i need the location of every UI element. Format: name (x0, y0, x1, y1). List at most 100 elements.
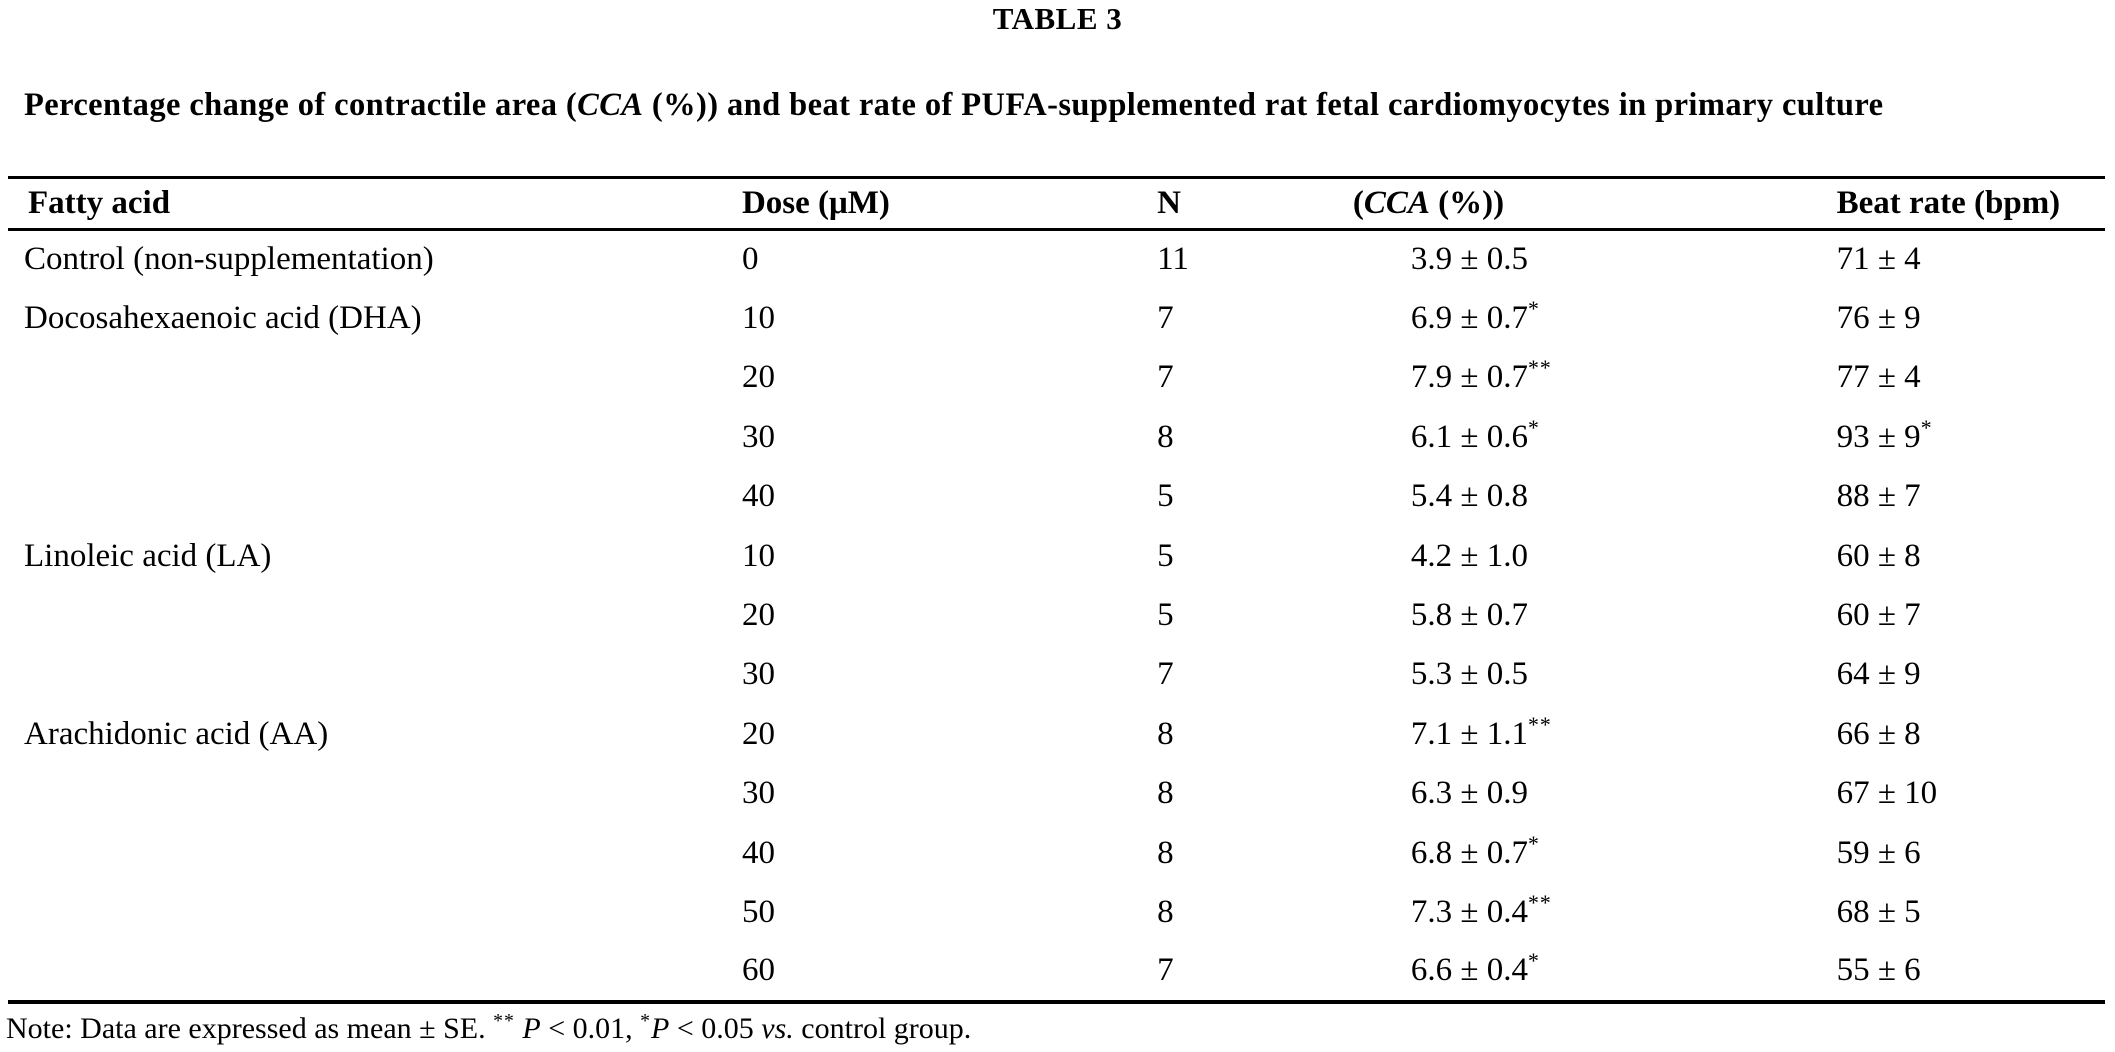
table-row: 30 7 5.3 ± 0.5 64 ± 9 (8, 645, 2105, 704)
beat-rate-value: 60 ± 8 (1836, 537, 1921, 574)
beat-rate-value: 67 ± 10 (1836, 775, 1938, 812)
beat-rate-cell: 66 ± 8 (1837, 705, 2105, 764)
table-row: 40 8 6.8 ± 0.7* 59 ± 6 (8, 823, 2105, 882)
cca-cell: 6.9 ± 0.7* (1411, 289, 1837, 348)
beat-rate-cell: 60 ± 8 (1837, 526, 2105, 585)
cca-value: 6.8 ± 0.7 (1410, 834, 1528, 871)
cca-value: 5.8 ± 0.7 (1410, 597, 1528, 634)
beat-rate-cell: 71 ± 4 (1837, 230, 2105, 289)
header-dose: Dose (μM) (741, 177, 1158, 231)
table-row: 40 5 5.4 ± 0.8 88 ± 7 (8, 467, 2105, 526)
table-row: Linoleic acid (LA) 10 5 4.2 ± 1.0 60 ± 8 (8, 526, 2105, 585)
note-mid1: < 0.01, (540, 1011, 641, 1045)
cca-cell: 6.3 ± 0.9 (1411, 764, 1837, 823)
beat-rate-cell: 77 ± 4 (1837, 348, 2105, 407)
n-cell: 8 (1157, 715, 1174, 752)
dose-cell: 10 (741, 300, 775, 337)
table-header: Fatty acid Dose (μM) N (CCA (%)) Beat ra… (8, 177, 2105, 231)
cca-cell: 6.6 ± 0.4* (1411, 942, 1837, 1001)
results-table: Fatty acid Dose (μM) N (CCA (%)) Beat ra… (8, 176, 2105, 1004)
beat-rate-value: 59 ± 6 (1836, 834, 1921, 871)
beat-rate-value: 68 ± 5 (1836, 893, 1921, 930)
cca-cell: 7.1 ± 1.1** (1411, 705, 1837, 764)
n-cell: 5 (1157, 537, 1174, 574)
n-cell: 5 (1157, 597, 1174, 634)
fatty-acid-cell (8, 883, 742, 942)
fatty-acid-cell: Linoleic acid (LA) (24, 537, 272, 574)
cca-significance-marker: ** (1528, 356, 1552, 381)
fatty-acid-cell (8, 942, 742, 1001)
cca-cell: 4.2 ± 1.0 (1411, 526, 1837, 585)
table-footnote: Note: Data are expressed as mean ± SE. *… (6, 1010, 2115, 1048)
fatty-acid-cell (8, 823, 742, 882)
note-mid2: < 0.05 (669, 1011, 762, 1045)
beat-rate-cell: 64 ± 9 (1837, 645, 2105, 704)
fatty-acid-cell (8, 764, 742, 823)
dose-cell: 50 (741, 893, 775, 930)
beat-rate-cell: 59 ± 6 (1837, 823, 2105, 882)
beat-rate-value: 60 ± 7 (1836, 597, 1921, 634)
beat-rate-cell: 68 ± 5 (1837, 883, 2105, 942)
beat-rate-value: 66 ± 8 (1836, 715, 1921, 752)
header-n: N (1157, 177, 1411, 231)
note-double-asterisk: ** (493, 1009, 515, 1032)
table-row: 30 8 6.1 ± 0.6* 93 ± 9* (8, 408, 2105, 467)
cca-value: 5.4 ± 0.8 (1410, 478, 1528, 515)
beat-rate-value: 64 ± 9 (1836, 656, 1921, 693)
fatty-acid-cell (8, 348, 742, 407)
fatty-acid-cell (8, 408, 742, 467)
n-cell: 7 (1157, 359, 1174, 396)
dose-cell: 0 (741, 241, 759, 278)
beat-rate-cell: 67 ± 10 (1837, 764, 2105, 823)
cca-value: 4.2 ± 1.0 (1410, 537, 1528, 574)
cca-value: 6.9 ± 0.7 (1410, 300, 1528, 337)
dose-cell: 10 (741, 537, 775, 574)
cca-significance-marker: * (1528, 949, 1540, 974)
dose-cell: 60 (741, 952, 775, 989)
beat-rate-value: 77 ± 4 (1836, 359, 1921, 396)
cca-cell: 7.3 ± 0.4** (1411, 883, 1837, 942)
dose-cell: 30 (741, 656, 775, 693)
cca-cell: 6.1 ± 0.6* (1411, 408, 1837, 467)
caption-text-part2: (%)) and beat rate of PUFA-supplemented … (643, 87, 1884, 123)
fatty-acid-cell (8, 467, 742, 526)
table-number-label: TABLE 3 (992, 1, 1123, 36)
cca-cell: 5.3 ± 0.5 (1411, 645, 1837, 704)
table-row: 30 8 6.3 ± 0.9 67 ± 10 (8, 764, 2105, 823)
table-row: 60 7 6.6 ± 0.4* 55 ± 6 (8, 942, 2105, 1001)
beat-rate-cell: 93 ± 9* (1837, 408, 2105, 467)
cca-value: 6.3 ± 0.9 (1410, 775, 1528, 812)
cca-cell: 5.8 ± 0.7 (1411, 586, 1837, 645)
cca-significance-marker: * (1528, 831, 1540, 856)
n-cell: 7 (1157, 300, 1174, 337)
n-cell: 7 (1157, 952, 1174, 989)
cca-significance-marker: * (1528, 415, 1540, 440)
beat-rate-value: 93 ± 9 (1836, 418, 1921, 455)
dose-cell: 20 (741, 597, 775, 634)
cca-value: 6.1 ± 0.6 (1410, 418, 1528, 455)
cca-value: 3.9 ± 0.5 (1410, 241, 1528, 278)
beat-rate-value: 55 ± 6 (1836, 952, 1921, 989)
table-row: 50 8 7.3 ± 0.4** 68 ± 5 (8, 883, 2105, 942)
n-cell: 7 (1157, 656, 1174, 693)
cca-value: 6.6 ± 0.4 (1410, 952, 1528, 989)
table-row: Control (non-supplementation) 0 11 3.9 ±… (8, 230, 2105, 289)
beat-rate-cell: 60 ± 7 (1837, 586, 2105, 645)
dose-cell: 40 (741, 834, 775, 871)
caption-cca-abbr: CCA (577, 87, 644, 123)
header-beat-rate: Beat rate (bpm) (1836, 177, 2105, 231)
cca-cell: 6.8 ± 0.7* (1411, 823, 1837, 882)
fatty-acid-cell (8, 586, 742, 645)
header-cca-abbr: CCA (1363, 185, 1430, 221)
table-row: Arachidonic acid (AA) 20 8 7.1 ± 1.1** 6… (8, 705, 2105, 764)
fatty-acid-cell: Control (non-supplementation) (24, 241, 434, 278)
fatty-acid-cell: Arachidonic acid (AA) (24, 715, 329, 752)
cca-value: 7.3 ± 0.4 (1410, 893, 1528, 930)
header-cca-pre: ( (1352, 185, 1364, 221)
cca-value: 7.1 ± 1.1 (1410, 715, 1528, 752)
beat-rate-significance-marker: * (1920, 415, 1933, 440)
header-row: Fatty acid Dose (μM) N (CCA (%)) Beat ra… (8, 177, 2105, 231)
table-row: 20 7 7.9 ± 0.7** 77 ± 4 (8, 348, 2105, 407)
cca-value: 5.3 ± 0.5 (1410, 656, 1528, 693)
beat-rate-value: 76 ± 9 (1836, 300, 1921, 337)
